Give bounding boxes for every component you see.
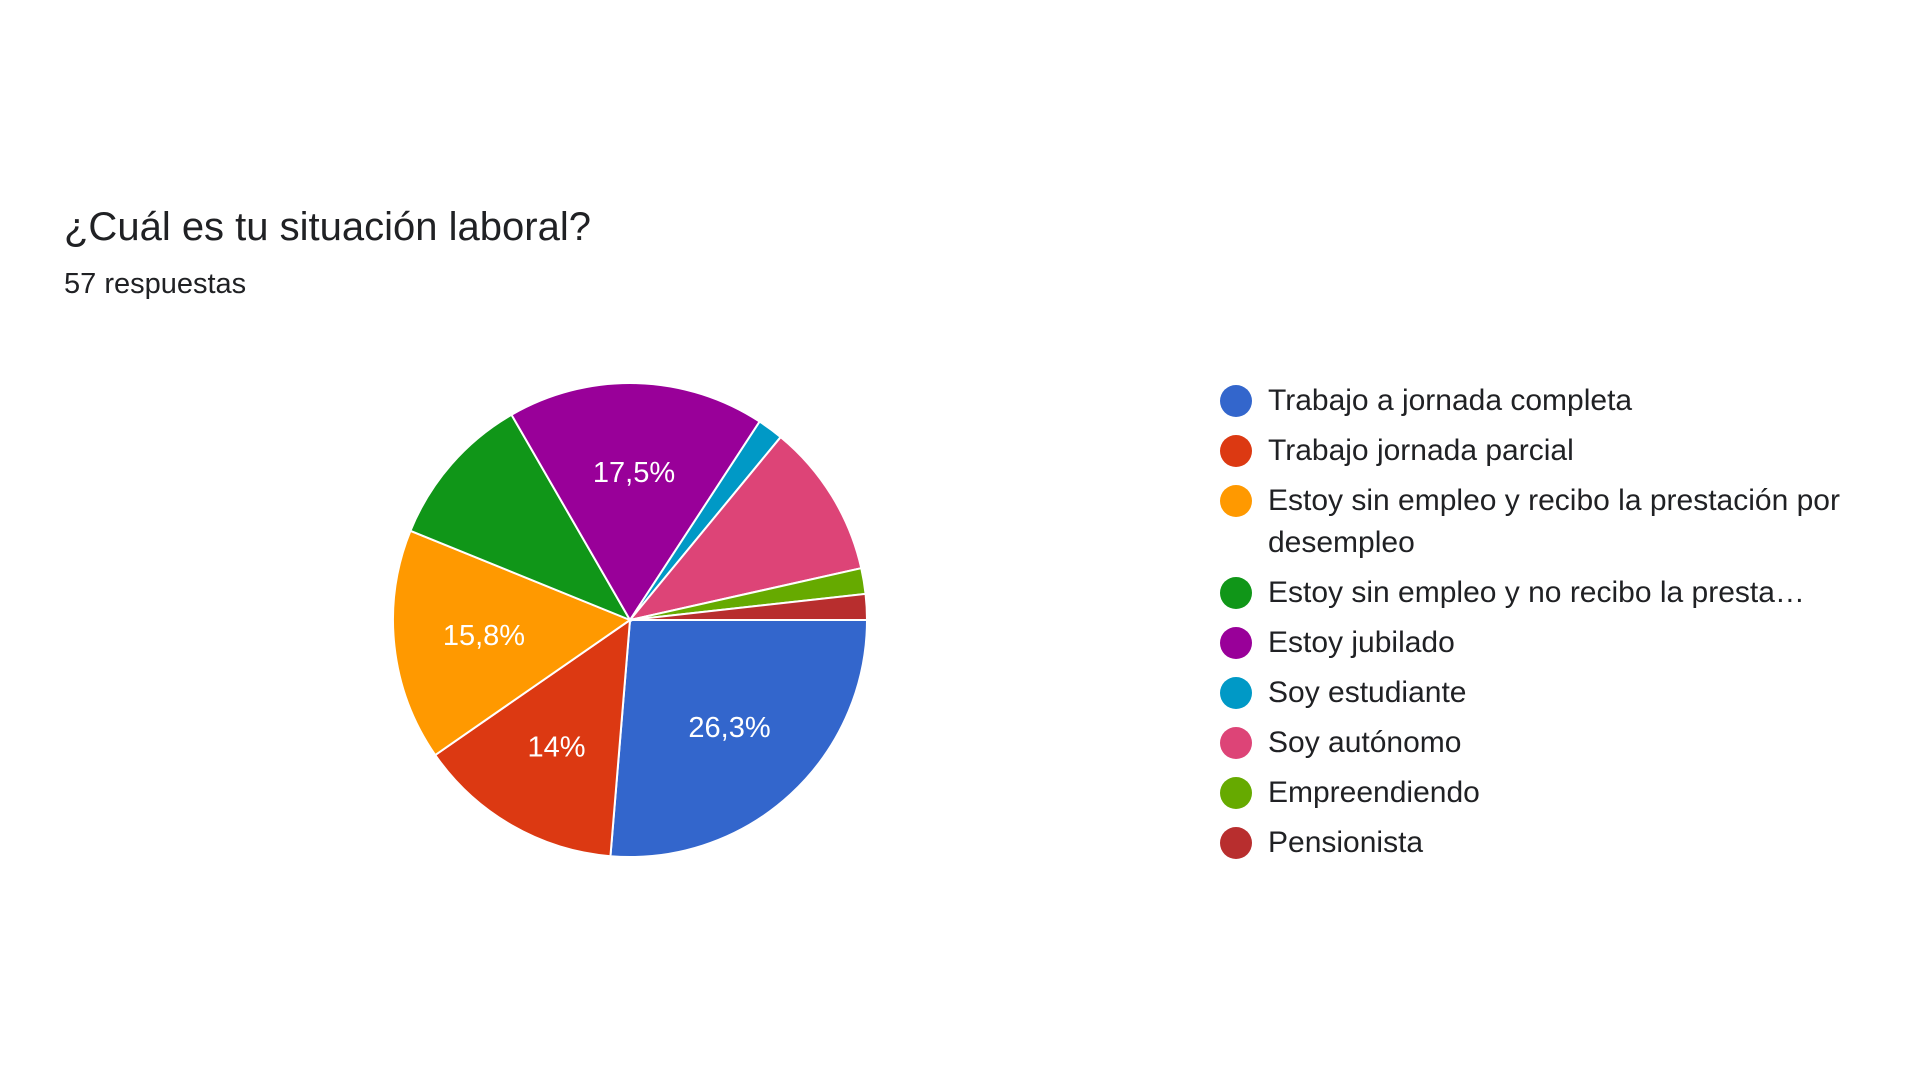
legend-swatch-icon — [1220, 727, 1252, 759]
legend-label: Trabajo jornada parcial — [1268, 434, 1574, 467]
legend-item[interactable]: Estoy sin empleo y recibo la prestación … — [1220, 480, 1860, 564]
legend-swatch-icon — [1220, 485, 1252, 517]
pie-slice[interactable] — [392, 529, 633, 757]
legend-label: Empreendiendo — [1268, 776, 1480, 809]
legend-swatch-icon — [1220, 435, 1252, 467]
legend-label: Soy autónomo — [1268, 726, 1462, 759]
pie-chart: 26,3% 14% 15,8% 17,5% — [392, 382, 869, 858]
legend-swatch-icon — [1220, 385, 1252, 417]
legend-item[interactable]: Empreendiendo — [1220, 772, 1860, 814]
legend-swatch-icon — [1220, 777, 1252, 809]
legend-item[interactable]: Soy autónomo — [1220, 722, 1860, 764]
legend-swatch-icon — [1220, 627, 1252, 659]
slice-percent-label: 17,5% — [593, 457, 675, 489]
legend-label: Pensionista — [1268, 826, 1424, 859]
chart-title: ¿Cuál es tu situación laboral? — [64, 205, 591, 249]
legend-item[interactable]: Pensionista — [1220, 822, 1860, 864]
legend-item[interactable]: Trabajo jornada parcial — [1220, 430, 1860, 472]
legend-label: Estoy sin empleo y recibo la prestación … — [1268, 484, 1840, 559]
legend-label: Trabajo a jornada completa — [1268, 384, 1633, 417]
pie-slice[interactable] — [510, 382, 762, 622]
chart-legend: Trabajo a jornada completa Trabajo jorna… — [1220, 380, 1860, 872]
legend-item[interactable]: Trabajo a jornada completa — [1220, 380, 1860, 422]
pie-slice[interactable] — [409, 413, 633, 623]
slice-percent-label: 14% — [528, 731, 586, 763]
pie-slice[interactable] — [609, 619, 869, 858]
slice-percent-label: 26,3% — [688, 712, 770, 744]
legend-label: Estoy sin empleo y no recibo la presta… — [1268, 576, 1805, 609]
legend-label: Soy estudiante — [1268, 676, 1467, 709]
legend-item[interactable]: Soy estudiante — [1220, 672, 1860, 714]
pie-slice[interactable] — [627, 435, 863, 622]
legend-item[interactable]: Estoy jubilado — [1220, 622, 1860, 664]
pie-slice[interactable] — [433, 617, 632, 858]
legend-item[interactable]: Estoy sin empleo y no recibo la presta… — [1220, 572, 1860, 614]
response-count: 57 respuestas — [64, 268, 247, 300]
legend-swatch-icon — [1220, 827, 1252, 859]
legend-label: Estoy jubilado — [1268, 626, 1455, 659]
legend-swatch-icon — [1220, 577, 1252, 609]
pie-slice[interactable] — [629, 592, 869, 621]
slice-percent-label: 15,8% — [443, 620, 525, 652]
legend-swatch-icon — [1220, 677, 1252, 709]
